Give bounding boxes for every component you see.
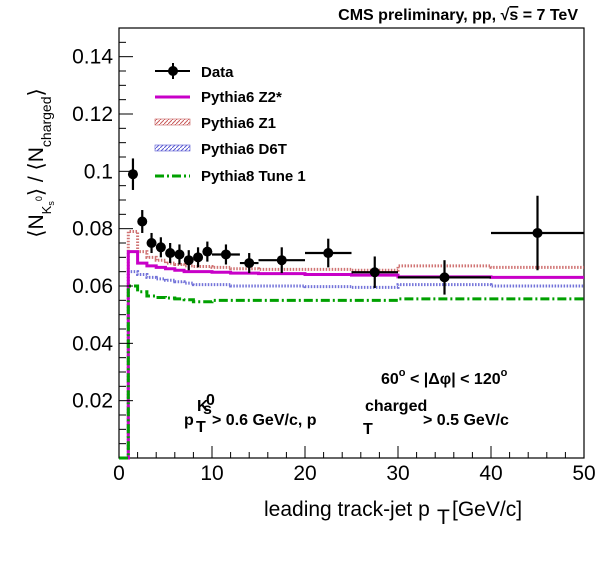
legend-entry-pythia6-d6t: Pythia6 D6T: [154, 141, 287, 158]
svg-text:[GeV/c]: [GeV/c]: [452, 498, 522, 521]
data-marker: [202, 246, 213, 257]
data-point: [155, 237, 166, 258]
axes: 0 10 20 30 40 50 0.02 0.04 0.06 0.08 0.1 0.12 0.14: [72, 41, 596, 485]
x-axis-title: leading track-jet p T [GeV/c]: [264, 498, 522, 529]
y-axis-title: ⟨NKs0⟩ / ⟨Ncharged⟩: [25, 88, 56, 237]
data-marker: [193, 252, 204, 263]
data-point: [351, 256, 398, 289]
data-point: [193, 247, 204, 268]
data-marker: [439, 272, 450, 283]
svg-text:⟨NKs0⟩ / ⟨Ncharged⟩: ⟨NKs0⟩ / ⟨Ncharged⟩: [25, 88, 56, 237]
legend-label-pythia6-z2star: Pythia6 Z2*: [201, 89, 282, 106]
x-tick-label: 40: [479, 462, 502, 485]
svg-text:> 0.6 GeV/c, p: > 0.6 GeV/c, p: [212, 412, 317, 429]
legend-label-pythia6-d6t: Pythia6 D6T: [201, 141, 287, 158]
legend-data-marker: [168, 66, 178, 76]
data-marker: [244, 258, 255, 269]
data-point: [398, 260, 491, 295]
svg-text:T: T: [196, 419, 206, 436]
data-marker: [127, 169, 138, 180]
series-pythia6-z1: [119, 230, 584, 460]
svg-text:T: T: [437, 506, 450, 529]
model-curves: [119, 230, 584, 460]
data-point: [491, 195, 584, 271]
legend-label-data: Data: [201, 64, 234, 81]
chart-header: CMS preliminary, pp, √s = 7 TeV: [338, 7, 578, 24]
kinematic-cuts-annotation: p T K s 0 > 0.6 GeV/c, p T charged > 0.5…: [184, 392, 509, 438]
x-tick-label: 0: [113, 462, 125, 485]
data-point: [202, 241, 213, 262]
data-marker: [146, 238, 157, 248]
y-tick-label: 0.06: [72, 275, 113, 298]
delta-phi-annotation: 60o < |Δφ| < 120o: [381, 367, 508, 388]
x-tick-label: 10: [200, 462, 223, 485]
legend-label-pythia8-tune1: Pythia8 Tune 1: [201, 168, 306, 185]
data-point: [258, 247, 305, 274]
svg-text:charged: charged: [365, 398, 427, 415]
sqrt-argument: s: [509, 7, 518, 24]
data-point: [146, 232, 157, 254]
x-tick-label: 50: [572, 462, 595, 485]
svg-text:s: s: [203, 401, 212, 418]
series-pythia6-d6t: [119, 270, 584, 460]
y-tick-label: 0.02: [72, 390, 113, 413]
y-tick-label: 0.12: [72, 103, 113, 126]
svg-text:0: 0: [206, 392, 215, 409]
series-pythia6-z2-: [119, 250, 584, 460]
legend-entry-pythia6-z1: Pythia6 Z1: [154, 115, 276, 132]
legend-entry-pythia8-tune1: Pythia8 Tune 1: [155, 168, 306, 185]
data-marker: [165, 248, 176, 259]
plot-frame: [118, 27, 585, 459]
data-marker: [220, 249, 231, 260]
data-marker: [174, 249, 185, 260]
data-point: [127, 158, 138, 190]
data-point: [183, 250, 194, 271]
legend: Data Pythia6 Z2* Pythia6 Z1 Pythia6 D6T …: [154, 63, 306, 185]
x-tick-label: 20: [293, 462, 316, 485]
data-marker: [369, 267, 380, 278]
svg-text:p: p: [184, 412, 194, 429]
series-pythia8-tune-1: [119, 284, 584, 460]
data-marker: [137, 216, 148, 227]
svg-text:> 0.5 GeV/c: > 0.5 GeV/c: [423, 412, 509, 429]
data-marker: [276, 255, 287, 266]
x-tick-label: 30: [386, 462, 409, 485]
legend-label-pythia6-z1: Pythia6 Z1: [201, 115, 276, 132]
data-point: [305, 238, 352, 268]
data-point: [137, 210, 148, 233]
data-marker: [155, 242, 166, 253]
y-tick-label: 0.1: [84, 160, 113, 183]
data-point: [212, 244, 240, 265]
svg-text:T: T: [363, 421, 373, 438]
data-marker: [532, 227, 543, 238]
data-marker: [183, 255, 194, 266]
y-tick-label: 0.08: [72, 218, 113, 241]
y-tick-label: 0.14: [72, 46, 113, 69]
data-point: [239, 253, 259, 274]
legend-entry-pythia6-z2star: Pythia6 Z2*: [155, 89, 282, 106]
svg-text:leading track-jet p: leading track-jet p: [264, 498, 430, 521]
y-tick-label: 0.04: [72, 332, 113, 355]
data-marker: [323, 248, 334, 259]
data-point: [174, 244, 185, 265]
data-point: [165, 243, 176, 264]
legend-entry-data: Data: [155, 63, 234, 81]
svg-text:K: K: [197, 398, 209, 415]
